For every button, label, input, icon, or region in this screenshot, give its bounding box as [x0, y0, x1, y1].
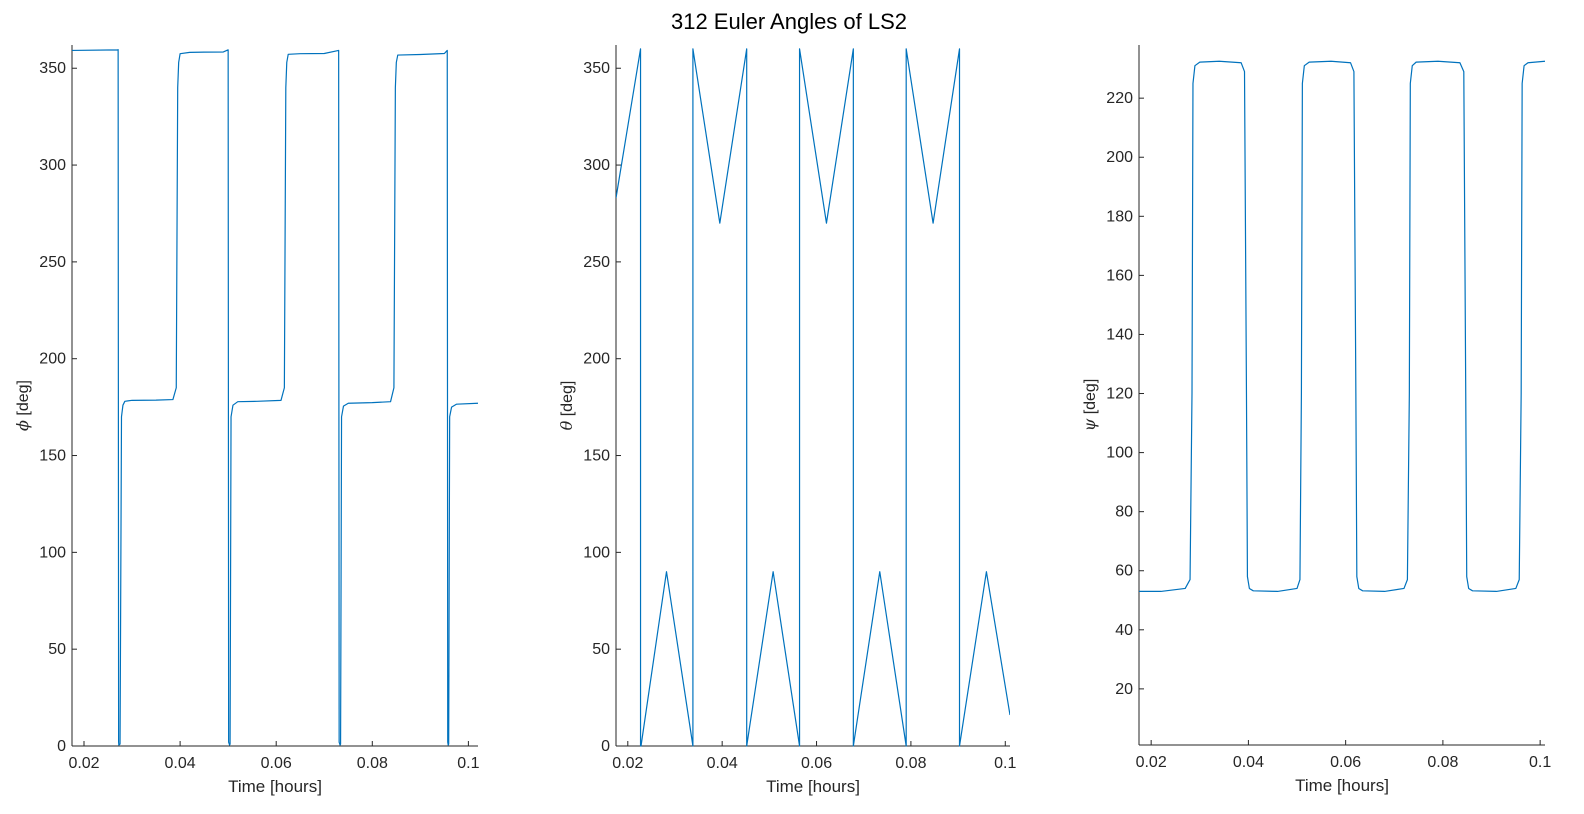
phi-xtick-label: 0.08 [357, 755, 388, 772]
psi-series-line [1139, 60, 1545, 593]
phi-xtick-label: 0.1 [457, 755, 479, 772]
phi-xtick-label: 0.06 [261, 755, 292, 772]
phi-ytick-label: 150 [39, 448, 66, 465]
psi-xtick-label: 0.02 [1136, 754, 1167, 771]
phi-ytick-label: 0 [57, 738, 66, 755]
psi-x-axis-label: Time [hours] [1295, 776, 1389, 795]
theta-xtick-label: 0.1 [994, 755, 1016, 772]
theta-ytick-label: 200 [583, 351, 610, 368]
subplot-phi: 0 50 100 150 200 250 300 350 0.02 0.04 0.06 0.08 0.1… [13, 45, 480, 796]
theta-ytick-label: 150 [583, 448, 610, 465]
psi-ytick-label: 140 [1106, 326, 1133, 343]
psi-ytick-label: 200 [1106, 149, 1133, 166]
theta-xtick-label: 0.02 [612, 755, 643, 772]
phi-ytick-label: 50 [48, 641, 66, 658]
theta-ytick-label: 0 [601, 738, 610, 755]
subplot-psi: 20 40 60 80 100 120 140 160 180 200 220 0.02 0.04 0.0… [1080, 45, 1551, 795]
theta-ytick-label: 100 [583, 544, 610, 561]
theta-xtick-label: 0.08 [895, 755, 926, 772]
phi-ytick-label: 300 [39, 157, 66, 174]
theta-ytick-label: 50 [592, 641, 610, 658]
theta-y-axis-symbol: θ [557, 420, 576, 430]
theta-xtick-label: 0.06 [801, 755, 832, 772]
psi-xtick-label: 0.08 [1427, 754, 1458, 771]
psi-ytick-label: 120 [1106, 386, 1133, 403]
phi-ytick-label: 100 [39, 544, 66, 561]
theta-y-axis-label: θ [deg] [557, 381, 576, 431]
psi-y-axis-symbol: ψ [1080, 418, 1099, 431]
psi-xtick-label: 0.1 [1529, 754, 1551, 771]
psi-xtick-label: 0.06 [1330, 754, 1361, 771]
psi-ytick-label: 60 [1115, 563, 1133, 580]
phi-xtick-label: 0.04 [165, 755, 196, 772]
phi-ytick-label: 200 [39, 351, 66, 368]
theta-x-axis-label: Time [hours] [766, 777, 860, 796]
theta-y-axis-unit: [deg] [559, 381, 576, 421]
phi-ytick-label: 350 [39, 60, 66, 77]
theta-ytick-label: 250 [583, 254, 610, 271]
phi-series-line [72, 49, 478, 746]
figure-title: 312 Euler Angles of LS2 [671, 9, 907, 34]
psi-xtick-label: 0.04 [1233, 754, 1264, 771]
psi-y-axis-unit: [deg] [1082, 379, 1099, 419]
psi-ytick-label: 180 [1106, 208, 1133, 225]
phi-y-axis-symbol: ϕ [13, 420, 32, 431]
psi-ytick-label: 220 [1106, 90, 1133, 107]
theta-ytick-label: 300 [583, 157, 610, 174]
phi-y-axis-label: ϕ [deg] [13, 380, 32, 431]
psi-y-axis-label: ψ [deg] [1080, 379, 1099, 432]
theta-series-line [616, 48, 1010, 747]
phi-x-axis-label: Time [hours] [228, 777, 322, 796]
psi-ytick-label: 100 [1106, 445, 1133, 462]
psi-ytick-label: 80 [1115, 504, 1133, 521]
subplot-theta: 0 50 100 150 200 250 300 350 0.02 0.04 0.06 0.08 0.1… [557, 45, 1017, 796]
phi-ytick-label: 250 [39, 254, 66, 271]
phi-y-axis-unit: [deg] [15, 380, 32, 420]
psi-ytick-label: 40 [1115, 622, 1133, 639]
phi-xtick-label: 0.02 [68, 755, 99, 772]
theta-xtick-label: 0.04 [707, 755, 738, 772]
psi-ytick-label: 20 [1115, 681, 1133, 698]
theta-ytick-label: 350 [583, 60, 610, 77]
psi-ytick-label: 160 [1106, 267, 1133, 284]
